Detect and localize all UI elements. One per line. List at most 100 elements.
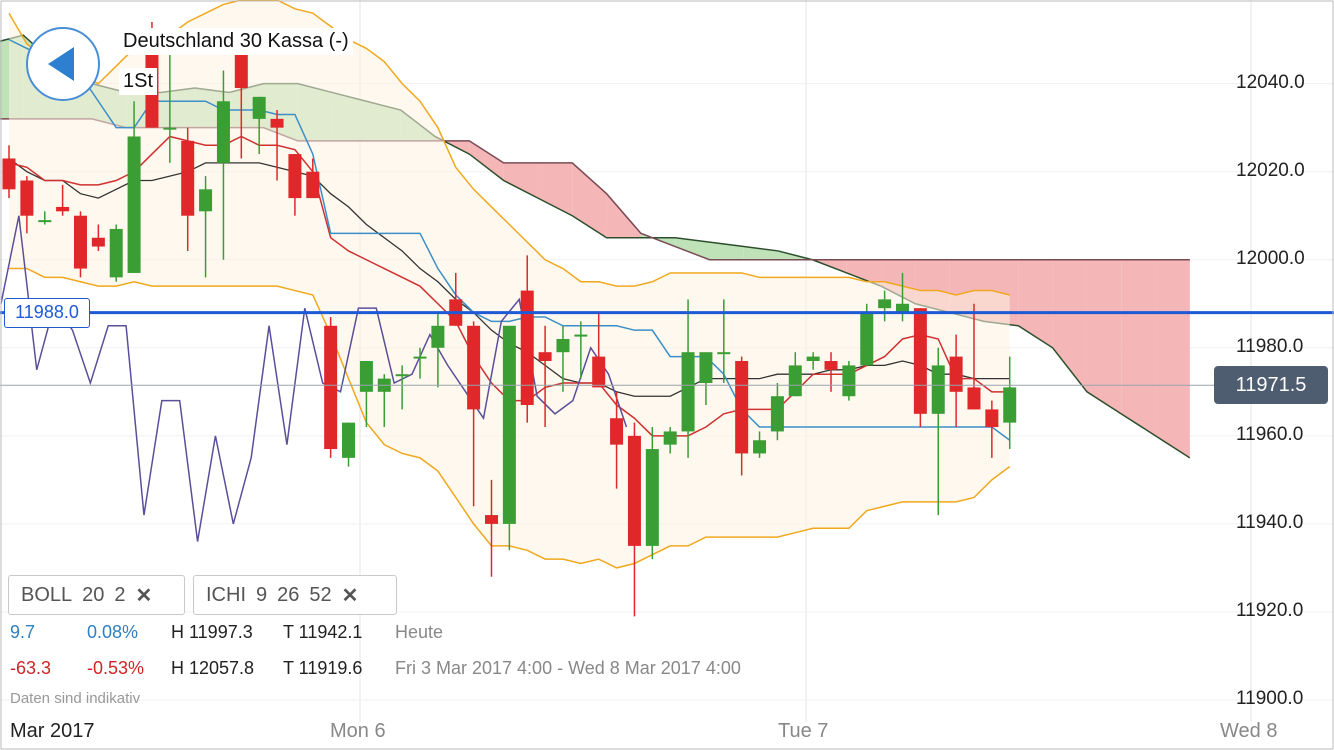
cloud-segment <box>1052 259 1087 392</box>
y-tick-label: 12020.0 <box>1236 159 1305 181</box>
indicator-ichi-p2: 26 <box>277 583 300 606</box>
period-change: -63.3 <box>10 658 52 678</box>
candle-up <box>842 365 856 397</box>
close-icon[interactable]: ✕ <box>341 584 359 607</box>
y-tick-label: 11960.0 <box>1236 423 1304 445</box>
indicator-ichi-p1: 9 <box>256 583 268 606</box>
candle-up <box>878 299 892 309</box>
x-tick-label: Tue 7 <box>778 720 829 742</box>
candle-down <box>181 140 195 216</box>
price-line-label[interactable]: 11988.0 <box>4 297 90 328</box>
last-price-badge: 11971.5 <box>1214 366 1328 405</box>
candle-up <box>342 422 356 458</box>
candle-up <box>699 352 713 384</box>
candle-up <box>860 312 874 366</box>
candle-up <box>413 356 427 359</box>
candle-up <box>359 361 373 392</box>
candle-down <box>985 409 999 428</box>
candle-up <box>38 220 52 223</box>
today-high: H 11997.3 <box>171 622 253 642</box>
cloud-segment <box>1155 259 1190 458</box>
candle-up <box>681 352 695 432</box>
candle-down <box>610 418 624 445</box>
y-tick-label: 11920.0 <box>1236 599 1304 621</box>
candle-down <box>627 435 641 546</box>
period-percent: -0.53% <box>87 658 145 678</box>
candle-down <box>56 206 70 212</box>
today-low: T 11942.1 <box>283 622 363 642</box>
candle-up <box>806 356 820 361</box>
cloud-segment <box>503 162 538 199</box>
candle-down <box>324 325 338 450</box>
candle-up <box>216 101 230 163</box>
indicator-boll-pill[interactable]: BOLL 20 2 ✕ <box>8 575 185 615</box>
candle-up <box>431 325 445 348</box>
candle-up <box>931 365 945 414</box>
cloud-segment <box>1018 259 1053 348</box>
cloud-segment <box>1121 259 1156 436</box>
cloud-segment <box>846 259 882 287</box>
cloud-segment <box>1086 259 1122 414</box>
candle-up <box>163 127 177 130</box>
disclaimer-text: Daten sind indikativ <box>10 690 141 707</box>
indicator-boll-name: BOLL <box>21 583 73 606</box>
candle-up <box>502 325 516 524</box>
cloud-segment <box>469 140 504 181</box>
y-tick-label: 11940.0 <box>1236 511 1304 533</box>
indicator-lines <box>0 0 1011 569</box>
period-range: Fri 3 Mar 2017 4:00 - Wed 8 Mar 2017 4:0… <box>395 658 741 678</box>
cloud-segment <box>743 246 779 260</box>
period-low: T 11919.6 <box>283 658 363 678</box>
candlesticks <box>2 22 1017 617</box>
cloud-segment <box>709 242 744 260</box>
candle-down <box>538 352 552 361</box>
candle-down <box>306 171 320 199</box>
arrow-left-icon <box>48 47 74 81</box>
candle-down <box>949 356 963 392</box>
candle-down <box>2 158 16 190</box>
indicator-ichi-name: ICHI <box>206 583 246 606</box>
y-tick-label: 12040.0 <box>1236 71 1305 93</box>
candle-down <box>20 180 34 216</box>
back-button[interactable] <box>26 27 100 101</box>
candle-up <box>556 338 570 353</box>
cloud-segment <box>675 237 710 260</box>
indicator-boll-deviation: 2 <box>114 583 126 606</box>
close-icon[interactable]: ✕ <box>135 584 153 607</box>
indicator-boll-period: 20 <box>82 583 105 606</box>
candle-up <box>788 365 802 397</box>
interval-label[interactable]: 1St <box>119 68 158 95</box>
candle-up <box>199 189 213 212</box>
candle-up <box>109 228 123 278</box>
candle-up <box>395 374 409 377</box>
candle-up <box>1003 387 1017 423</box>
today-label: Heute <box>395 622 444 642</box>
kijun-sen-line <box>8 38 1011 441</box>
candle-up <box>896 303 909 313</box>
candle-down <box>467 325 481 410</box>
candle-up <box>574 334 588 337</box>
today-percent: 0.08% <box>87 622 139 642</box>
x-tick-label: Wed 8 <box>1220 720 1278 742</box>
cloud-segment <box>572 162 607 238</box>
candle-down <box>234 52 248 89</box>
candle-up <box>770 396 784 432</box>
candle-up <box>663 431 677 445</box>
x-tick-label: Mar 2017 <box>4 720 101 743</box>
candle-up <box>645 449 659 546</box>
period-high: H 12057.8 <box>171 658 255 678</box>
candle-down <box>270 118 284 128</box>
candle-down <box>735 361 749 454</box>
candle-down <box>967 387 981 410</box>
candle-up <box>127 136 141 273</box>
today-change: 9.7 <box>10 622 36 642</box>
cloud-segment <box>537 162 573 216</box>
indicator-ichi-pill[interactable]: ICHI 9 26 52 ✕ <box>193 575 397 615</box>
candle-up <box>252 96 266 119</box>
instrument-title: Deutschland 30 Kassa (-) <box>119 28 353 55</box>
candle-down <box>824 361 838 370</box>
candle-down <box>520 290 534 406</box>
candle-down <box>913 308 927 414</box>
candle-down <box>484 515 498 524</box>
